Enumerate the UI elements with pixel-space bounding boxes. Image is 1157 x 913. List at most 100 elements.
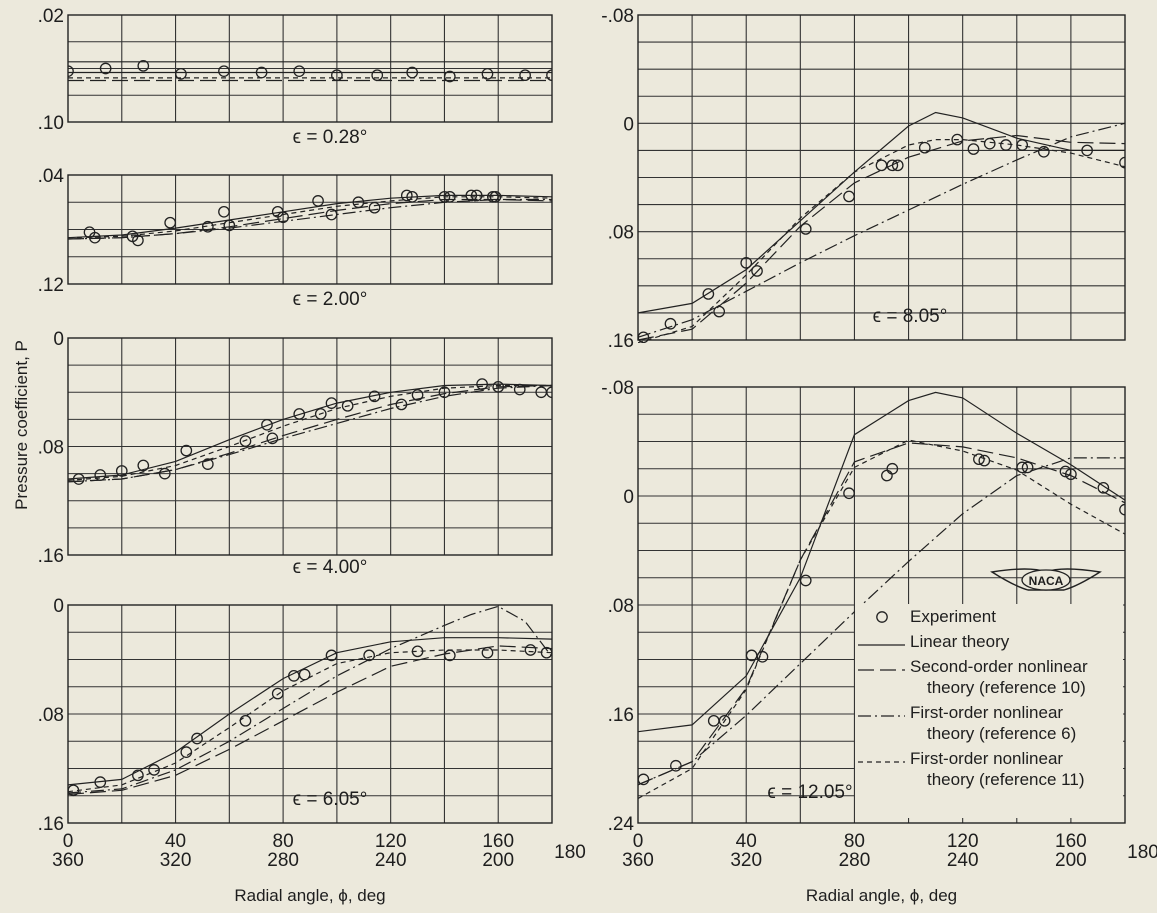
experiment-point xyxy=(371,69,384,82)
legend-marker xyxy=(876,611,888,623)
legend-item-4: First-order nonlinear theory (reference 6… xyxy=(858,703,1076,743)
series-line-dash-dot xyxy=(68,384,552,483)
series-layer xyxy=(638,391,1125,800)
y-tick-label: .16 xyxy=(38,546,64,567)
series-line-dash-dot xyxy=(638,457,1125,786)
experiment-point xyxy=(1021,461,1034,474)
x-axis-label: Radial angle, ϕ, deg xyxy=(806,886,957,905)
experiment-point xyxy=(443,70,456,83)
x-tick-label-bottom: 280 xyxy=(267,850,299,871)
naca-logo: NACA xyxy=(990,568,1102,591)
epsilon-label: ϵ = 8.05° xyxy=(873,306,948,327)
experiment-point xyxy=(481,68,494,80)
experiment-point xyxy=(740,256,753,269)
experiment-point xyxy=(293,408,306,420)
experiment-point xyxy=(158,467,171,480)
experiment-point xyxy=(298,668,311,681)
legend-item-1: Experiment xyxy=(876,607,996,626)
experiment-point xyxy=(115,465,128,477)
series-line-short-dash xyxy=(68,196,552,239)
experiment-point xyxy=(180,444,193,457)
x-tick-label-bottom: 180 xyxy=(1127,842,1157,863)
experiment-point xyxy=(843,190,855,203)
epsilon-label: ϵ = 2.00° xyxy=(293,289,368,310)
experiment-point xyxy=(799,574,812,587)
chart-panel-1: .02 .10 ϵ = 0.28° xyxy=(38,6,553,148)
x-tick-label-top: 160 xyxy=(1055,831,1087,852)
plot-frame xyxy=(67,337,553,556)
series-line-long-dash xyxy=(68,645,552,795)
experiment-point xyxy=(1000,139,1012,151)
y-tick-label: .08 xyxy=(38,438,64,459)
experiment-point xyxy=(718,714,731,727)
legend-label: Linear theory xyxy=(910,632,1010,651)
y-tick-label: .16 xyxy=(608,705,634,726)
plot-frame xyxy=(637,386,1126,824)
experiment-point xyxy=(799,223,812,235)
y-tick-label: .02 xyxy=(38,6,64,27)
series-line-solid xyxy=(638,391,1125,733)
x-tick-label-bottom: 280 xyxy=(839,850,871,871)
logo-wings xyxy=(990,568,1102,591)
legend-label: theory (reference 6) xyxy=(927,724,1076,743)
y-tick-label: 0 xyxy=(623,114,634,135)
legend-background xyxy=(855,604,1123,818)
experiment-point xyxy=(201,458,214,470)
series-line-long-dash xyxy=(68,384,552,483)
experiment-point xyxy=(411,389,424,401)
experiment-point xyxy=(293,65,306,78)
x-tick-label-bottom: 200 xyxy=(482,850,514,871)
legend: Experiment Linear theory Second-order nonl… xyxy=(855,604,1123,818)
x-tick-label-bottom: 320 xyxy=(160,850,192,871)
y-tick-label: .08 xyxy=(608,596,634,617)
legend-label: theory (reference 11) xyxy=(927,770,1084,789)
legend-item-3: Second-order nonlinear theory (reference … xyxy=(858,657,1088,697)
experiment-point xyxy=(400,189,413,202)
experiment-point xyxy=(191,732,203,745)
series-line-solid xyxy=(638,111,1125,314)
experiment-point xyxy=(395,398,408,411)
x-axis-label: Radial angle, ϕ, deg xyxy=(234,886,385,905)
y-tick-label: -.08 xyxy=(601,378,634,399)
series-line-solid xyxy=(68,637,552,786)
y-tick-label: 0 xyxy=(53,596,64,617)
x-tick-label-top: 120 xyxy=(947,831,979,852)
experiment-point xyxy=(239,714,252,727)
series-line-short-dash xyxy=(68,384,552,481)
experiment-point xyxy=(99,62,112,75)
experiment-point xyxy=(664,317,677,330)
experiment-point xyxy=(751,265,763,277)
experiment-point xyxy=(180,746,193,759)
series-layer xyxy=(638,111,1125,343)
y-tick-label: .24 xyxy=(608,814,635,835)
series-line-short-dash xyxy=(68,649,552,793)
epsilon-label: ϵ = 6.05° xyxy=(293,789,368,810)
experiment-point xyxy=(546,386,552,399)
x-tick-label-bottom: 180 xyxy=(554,842,586,863)
experiment-point xyxy=(363,649,376,662)
series-line-dash-dot xyxy=(68,198,552,240)
x-tick-label-bottom: 240 xyxy=(947,850,979,871)
experiment-point xyxy=(524,644,537,656)
x-tick-label-bottom: 320 xyxy=(730,850,762,871)
legend-label: Experiment xyxy=(910,607,996,626)
experiment-point xyxy=(239,435,252,447)
y-tick-label: .16 xyxy=(608,331,634,352)
x-tick-label-top: 80 xyxy=(844,831,865,852)
experiment-point xyxy=(132,769,144,782)
experiment-point xyxy=(164,216,177,229)
experiment-point xyxy=(1119,156,1125,169)
series-line-short-dash xyxy=(638,439,1125,800)
experiment-point xyxy=(886,159,899,172)
chart-panel-2: .04 .12 ϵ = 2.00° xyxy=(38,166,553,310)
experiment-point xyxy=(967,143,980,155)
legend-label: First-order nonlinear xyxy=(910,749,1063,768)
series-line-dash-dot xyxy=(68,605,552,794)
x-tick-label-bottom: 360 xyxy=(52,850,84,871)
series-line-short-dash xyxy=(638,139,1125,343)
series-layer xyxy=(68,378,552,485)
x-tick-label-bottom: 200 xyxy=(1055,850,1087,871)
chart-panel-5: -.08 0 .08 .16 ϵ = 8.05° xyxy=(601,6,1126,352)
epsilon-label: ϵ = 4.00° xyxy=(293,557,368,578)
